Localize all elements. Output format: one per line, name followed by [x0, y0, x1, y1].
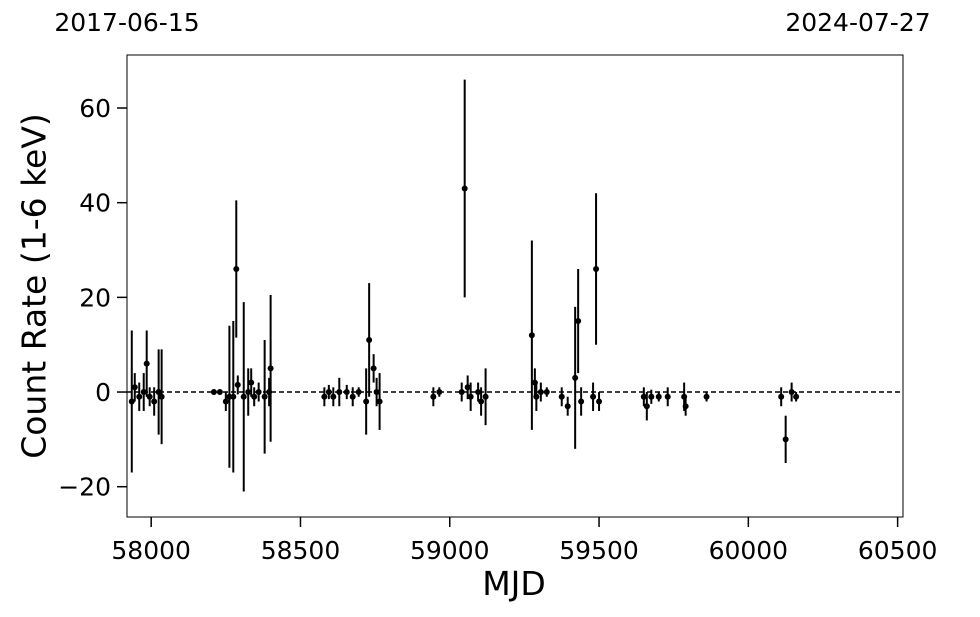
data-point [155, 389, 162, 396]
data-point [131, 384, 138, 391]
data-point [143, 360, 150, 367]
x-tick-label: 59500 [559, 536, 639, 565]
data-point [343, 389, 350, 396]
data-point [233, 265, 240, 272]
data-point [216, 389, 223, 396]
y-tick-label: 20 [79, 283, 111, 312]
y-tick-label: 60 [79, 94, 111, 123]
data-point [596, 398, 603, 405]
data-point [146, 393, 153, 400]
y-tick-label: 40 [79, 189, 111, 218]
y-axis-label: Count Rate (1-6 keV) [15, 113, 54, 459]
data-point [537, 389, 544, 396]
data-point [210, 389, 217, 396]
data-point [376, 398, 383, 405]
plot-frame [126, 54, 904, 518]
data-point [430, 393, 437, 400]
data-point [261, 393, 268, 400]
data-point [349, 393, 356, 400]
data-point [543, 389, 550, 396]
data-point [355, 389, 362, 396]
data-point [151, 398, 158, 405]
data-point [248, 379, 255, 386]
x-tick-label: 58500 [261, 536, 341, 565]
data-point [528, 332, 535, 339]
data-point [234, 381, 241, 388]
data-point [363, 398, 370, 405]
data-point [128, 398, 135, 405]
data-point [336, 389, 343, 396]
data-point [136, 393, 143, 400]
data-point [643, 403, 650, 410]
x-tick-label: 58000 [111, 536, 191, 565]
data-point [793, 393, 800, 400]
data-point [648, 393, 655, 400]
data-point [245, 389, 252, 396]
data-point [478, 398, 485, 405]
data-point [222, 398, 229, 405]
top-date-label: 2017-06-15 [54, 8, 199, 37]
data-point [788, 389, 795, 396]
data-point [575, 318, 582, 325]
top-date-label: 2024-07-27 [785, 8, 930, 37]
x-tick-label: 60500 [858, 536, 938, 565]
data-point [370, 365, 377, 372]
data-point [558, 393, 565, 400]
data-point [578, 398, 585, 405]
data-point [140, 389, 147, 396]
x-axis-label: MJD [482, 564, 546, 603]
x-tick-label: 60000 [709, 536, 789, 565]
data-point [230, 393, 237, 400]
data-point [251, 393, 258, 400]
data-point [590, 393, 597, 400]
data-point [572, 374, 579, 381]
data-point [682, 403, 689, 410]
data-point [475, 389, 482, 396]
data-point [564, 403, 571, 410]
y-tick-label: 0 [95, 378, 111, 407]
data-point [267, 365, 274, 372]
data-point [330, 393, 337, 400]
x-tick-label: 59000 [410, 536, 490, 565]
data-point [467, 393, 474, 400]
data-point [321, 393, 328, 400]
data-point [782, 436, 789, 443]
data-point [461, 185, 468, 192]
data-point [240, 393, 247, 400]
data-point [255, 389, 262, 396]
data-point [778, 393, 785, 400]
data-point [655, 393, 662, 400]
data-point [664, 393, 671, 400]
data-point [640, 393, 647, 400]
data-point [325, 389, 332, 396]
data-point [533, 393, 540, 400]
data-point [703, 393, 710, 400]
data-point [464, 384, 471, 391]
data-point [482, 393, 489, 400]
data-point [158, 393, 165, 400]
data-point [593, 265, 600, 272]
data-point [366, 336, 373, 343]
y-tick-label: −20 [58, 473, 111, 502]
data-point [458, 389, 465, 396]
data-point [373, 389, 380, 396]
data-point [436, 389, 443, 396]
